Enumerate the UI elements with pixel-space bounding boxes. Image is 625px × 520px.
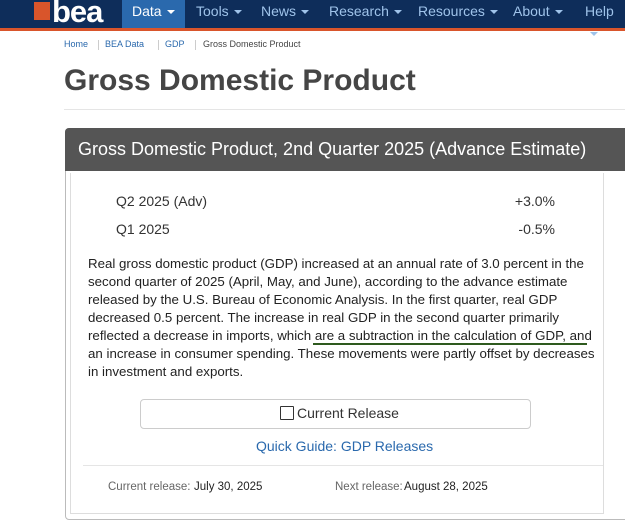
nav-label[interactable]: Resources [418,3,485,19]
button-icon[interactable] [280,406,294,420]
footer-label: Next release: [335,481,403,493]
nav-item[interactable]: About [503,0,573,28]
panel-title: Gross Domestic Product, 2nd Quarter 2025… [78,139,587,159]
link[interactable]: Quick Guide: GDP Releases [256,438,434,454]
breadcrumb-link[interactable]: BEA Data [105,39,145,49]
nav-item[interactable]: Resources [408,0,508,28]
footer-label: Current release: [108,481,191,493]
nav-label[interactable]: Help [585,3,614,19]
button[interactable] [140,399,531,429]
nav-label[interactable]: Data [132,3,162,19]
panel-header [65,128,625,171]
logo[interactable]: bea [52,0,103,29]
nav-item[interactable]: Tools [186,0,252,28]
summary-line: released by the U.S. Bureau of Economic … [88,292,558,307]
nav-item[interactable]: News [251,0,319,28]
summary-line: in investment and exports. [88,364,244,379]
highlight-underline [313,343,587,345]
summary-line: Real gross domestic product (GDP) increa… [88,256,584,271]
summary-line: reflected a decrease in imports, which a… [88,328,592,343]
breadcrumb-link[interactable]: Home [64,39,89,49]
row-label: Q2 2025 (Adv) [116,193,208,209]
row-value: +3.0% [514,193,555,209]
page-title: Gross Domestic Product [64,64,416,97]
row-value: -0.5% [518,221,555,237]
row-label: Q1 2025 [116,221,170,237]
breadcrumb-link[interactable]: GDP [165,39,185,49]
summary-line: an increase in consumer spending. These … [88,346,595,361]
nav-item[interactable]: Help [575,0,625,36]
nav-item[interactable]: Research [319,0,412,28]
breadcrumb-current: Gross Domestic Product [203,39,301,49]
nav-label[interactable]: About [513,3,550,19]
navbar [0,0,625,31]
nav-item[interactable]: Data [122,0,185,28]
nav-label[interactable]: Tools [196,3,229,19]
footer-date: July 30, 2025 [194,481,263,493]
nav-label[interactable]: Research [329,3,389,19]
logo-icon[interactable] [34,2,50,20]
footer-date: August 28, 2025 [404,481,488,493]
button-label[interactable]: Current Release [297,405,399,421]
summary-line: second quarter of 2025 (April, May, and … [88,274,568,289]
summary-line: decreased 0.5 percent. The increase in r… [88,310,560,325]
nav-label[interactable]: News [261,3,297,19]
